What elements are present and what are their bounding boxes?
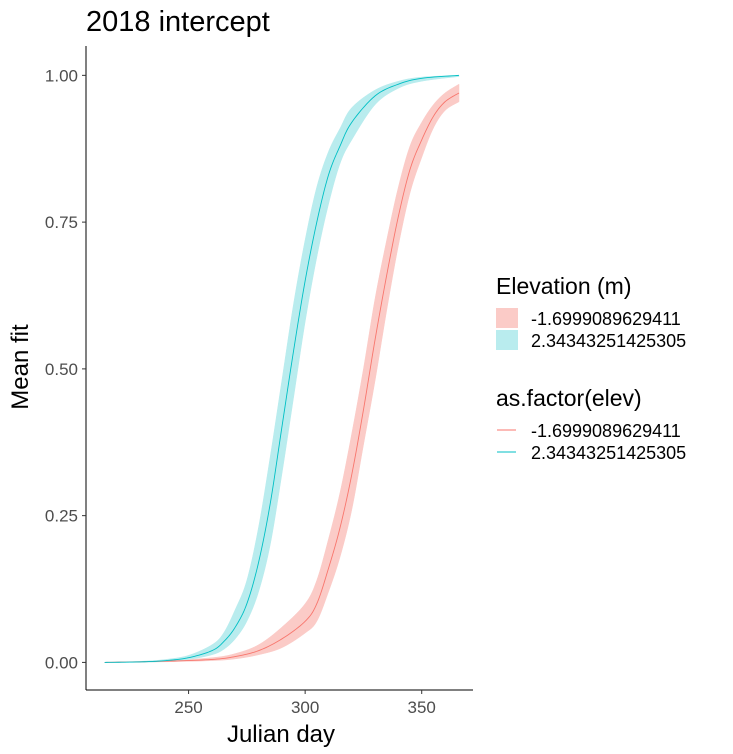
confidence-band-1 bbox=[104, 75, 460, 663]
legend-entry-label: 2.34343251425305 bbox=[531, 443, 686, 463]
confidence-band-0 bbox=[104, 83, 460, 663]
legend-key-fill bbox=[496, 330, 518, 350]
y-tick-label: 0.00 bbox=[45, 653, 78, 672]
legend-entry-label: -1.6999089629411 bbox=[531, 421, 681, 441]
y-axis-title: Mean fit bbox=[7, 324, 34, 410]
legends: Elevation (m)-1.69990896294112.343432514… bbox=[496, 273, 686, 463]
chart-title: 2018 intercept bbox=[86, 6, 270, 38]
y-tick-label: 0.50 bbox=[45, 360, 78, 379]
x-axis-title: Julian day bbox=[227, 721, 335, 748]
x-tick-label: 250 bbox=[174, 698, 202, 717]
y-tick-label: 0.75 bbox=[45, 213, 78, 232]
plot-area bbox=[104, 74, 460, 663]
legend-entry-label: -1.6999089629411 bbox=[531, 309, 681, 329]
y-axis: 0.00 0.25 0.50 0.75 1.00 bbox=[45, 46, 87, 690]
x-tick-label: 300 bbox=[291, 698, 319, 717]
x-axis: 250 300 350 bbox=[86, 689, 473, 717]
series-line-1 bbox=[104, 74, 460, 663]
series-line-0 bbox=[104, 92, 460, 663]
legend-title: Elevation (m) bbox=[496, 273, 631, 299]
legend-title: as.factor(elev) bbox=[496, 385, 642, 411]
legend-key-fill bbox=[496, 308, 518, 328]
y-tick-label: 1.00 bbox=[45, 66, 78, 85]
legend-entry-label: 2.34343251425305 bbox=[531, 331, 686, 351]
y-tick-label: 0.25 bbox=[45, 507, 78, 526]
x-tick-label: 350 bbox=[408, 698, 436, 717]
